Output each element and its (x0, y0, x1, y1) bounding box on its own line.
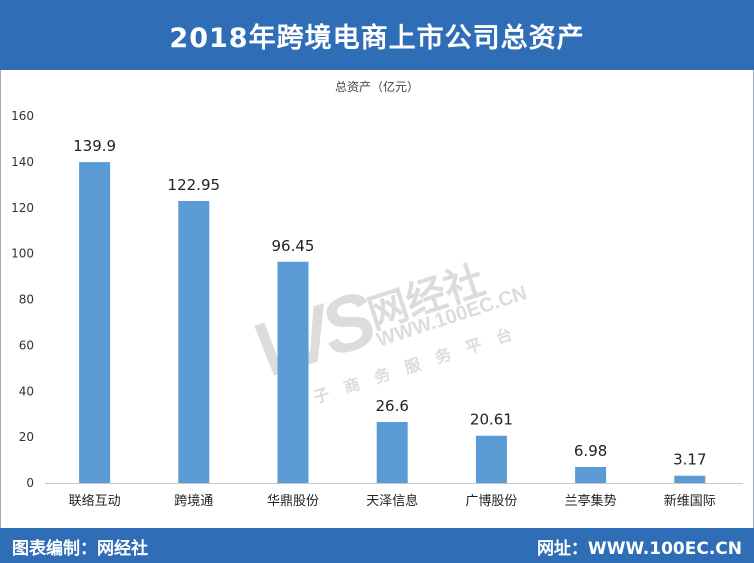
x-tick-label: 联络互动 (69, 493, 121, 509)
footer-url: 网址：WWW.100EC.CN (536, 539, 742, 559)
footer-credit: 图表编制：网经社 (12, 539, 148, 559)
bar-chart: 总资产（亿元） 0 20 40 60 80 100 120 140 160 139.9 联络互动 122… (11, 79, 743, 509)
bar (178, 200, 210, 483)
y-tick-label: 120 (11, 201, 34, 215)
y-tick-label: 60 (19, 338, 34, 352)
data-label: 96.45 (272, 237, 315, 255)
y-tick-label: 0 (26, 476, 34, 490)
chart-title: 2018年跨境电商上市公司总资产 (0, 0, 754, 70)
bar (575, 466, 607, 483)
x-tick-label: 跨境通 (174, 494, 213, 509)
x-tick-label: 广博股份 (465, 494, 517, 509)
bar (674, 475, 706, 483)
data-label: 26.6 (375, 397, 408, 415)
y-tick-label: 160 (11, 109, 34, 123)
x-tick-label: 新维国际 (664, 493, 716, 509)
plot-area: WS 网经社 WWW.100EC.CN 电子商务服务平台 总资产（亿元） 0 20 4… (0, 70, 754, 528)
y-tick-label: 100 (11, 247, 34, 261)
bar (376, 421, 408, 483)
x-tick-label: 华鼎股份 (267, 494, 319, 509)
data-label: 20.61 (470, 411, 513, 429)
data-label: 3.17 (673, 451, 706, 469)
y-tick-label: 140 (11, 155, 34, 169)
bar (277, 261, 309, 483)
y-tick-label: 40 (19, 384, 34, 398)
bar (475, 435, 507, 483)
x-tick-label: 天泽信息 (366, 493, 418, 509)
data-label: 139.9 (73, 137, 116, 155)
y-tick-label: 20 (19, 430, 34, 444)
x-tick-label: 兰亭集势 (565, 493, 617, 509)
data-label: 122.95 (168, 176, 221, 194)
footer: 图表编制：网经社 网址：WWW.100EC.CN (0, 528, 754, 563)
y-tick-label: 80 (19, 293, 34, 307)
bar (79, 162, 111, 483)
series-label: 总资产（亿元） (335, 79, 419, 94)
data-label: 6.98 (574, 442, 607, 460)
